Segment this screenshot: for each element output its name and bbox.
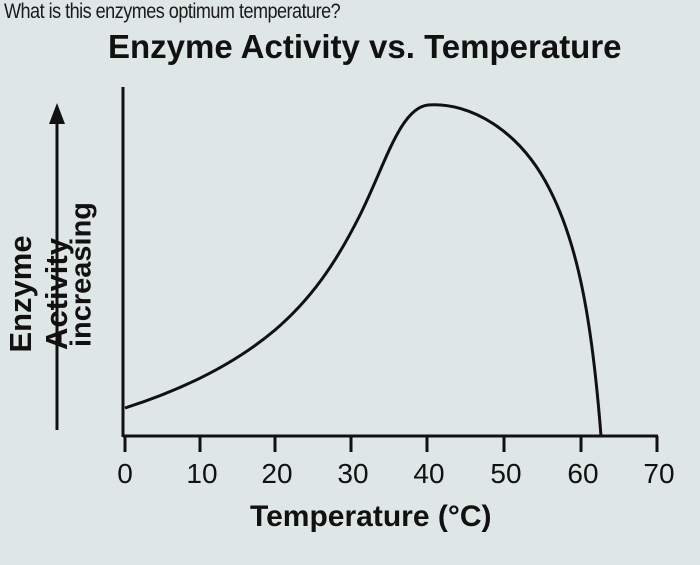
x-ticks [123,436,659,452]
x-axis-label: Temperature (°C) [250,500,492,533]
x-tick-label: 70 [643,458,675,489]
x-tick-label: 50 [490,458,522,489]
x-tick-label: 40 [413,458,445,489]
x-tick-label: 30 [337,458,369,489]
x-tick-label: 10 [186,458,218,489]
arrow-up-icon [49,103,65,124]
y-axis-label: Enzyme Activity [3,235,74,353]
x-tick-label: 20 [261,458,293,489]
chart-title: Enzyme Activity vs. Temperature [108,28,622,65]
x-tick-label: 60 [567,458,599,489]
y-axis-arrow-label: increasing [65,201,98,348]
x-tick-label: 0 [117,458,133,489]
activity-curve [124,103,603,437]
question-text: What is this enzymes optimum temperature… [4,0,341,23]
